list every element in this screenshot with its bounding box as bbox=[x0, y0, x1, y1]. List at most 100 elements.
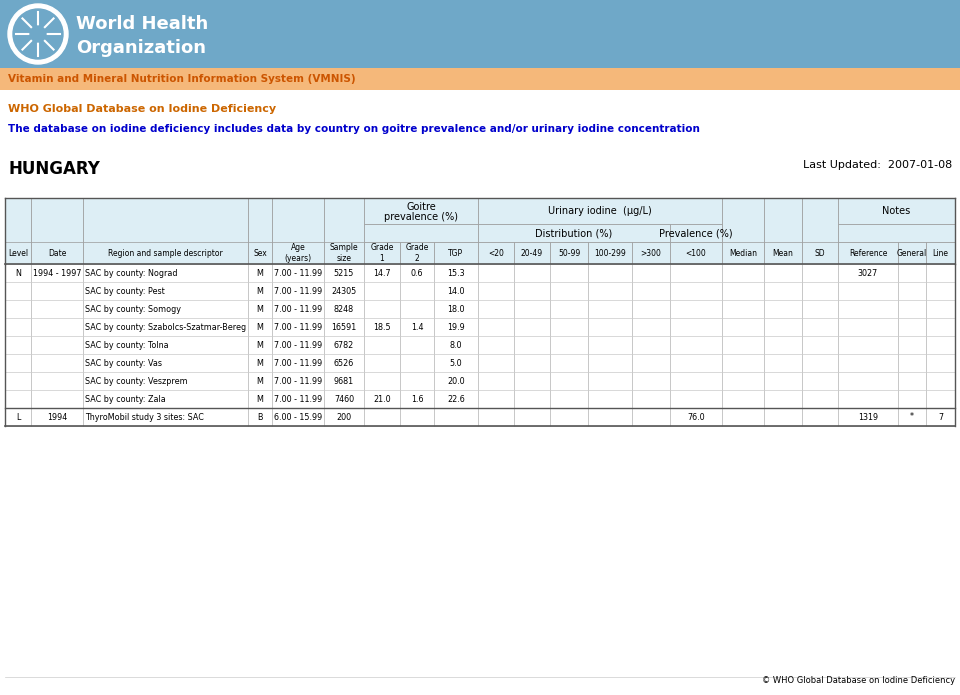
Text: HUNGARY: HUNGARY bbox=[8, 160, 100, 178]
Bar bbox=[364, 336, 400, 354]
Bar bbox=[514, 242, 550, 264]
Bar bbox=[838, 408, 898, 426]
Bar bbox=[550, 354, 588, 372]
Bar bbox=[722, 318, 764, 336]
Bar bbox=[478, 264, 514, 282]
Text: <100: <100 bbox=[685, 249, 707, 258]
Text: 7.00 - 11.99: 7.00 - 11.99 bbox=[274, 322, 323, 332]
Text: WHO Global Database on Iodine Deficiency: WHO Global Database on Iodine Deficiency bbox=[8, 104, 276, 114]
Text: SD: SD bbox=[815, 249, 826, 258]
Bar bbox=[632, 242, 670, 264]
Bar bbox=[722, 372, 764, 390]
Bar bbox=[478, 408, 514, 426]
Bar bbox=[764, 336, 802, 354]
Text: Prevalence (%): Prevalence (%) bbox=[660, 228, 732, 238]
Text: 15.3: 15.3 bbox=[447, 268, 465, 277]
Bar bbox=[670, 408, 722, 426]
Bar bbox=[838, 354, 898, 372]
Bar bbox=[364, 372, 400, 390]
Text: 200: 200 bbox=[336, 413, 351, 421]
Bar bbox=[838, 372, 898, 390]
Bar bbox=[478, 354, 514, 372]
Bar bbox=[324, 300, 364, 318]
Bar bbox=[764, 282, 802, 300]
Bar bbox=[722, 198, 764, 264]
Bar bbox=[514, 354, 550, 372]
Bar bbox=[898, 242, 926, 264]
Bar bbox=[31, 390, 83, 408]
Bar bbox=[632, 336, 670, 354]
Bar bbox=[764, 300, 802, 318]
Text: Reference: Reference bbox=[849, 249, 887, 258]
Bar bbox=[83, 242, 248, 264]
Bar bbox=[550, 318, 588, 336]
Bar bbox=[5, 336, 31, 354]
Text: prevalence (%): prevalence (%) bbox=[384, 213, 458, 222]
Bar bbox=[802, 390, 838, 408]
Bar bbox=[248, 372, 272, 390]
Bar bbox=[670, 390, 722, 408]
Bar bbox=[364, 318, 400, 336]
Bar bbox=[588, 318, 632, 336]
Bar bbox=[722, 336, 764, 354]
Bar bbox=[272, 372, 324, 390]
Bar bbox=[83, 318, 248, 336]
Bar bbox=[838, 198, 955, 224]
Bar bbox=[248, 408, 272, 426]
Bar bbox=[5, 390, 31, 408]
Bar bbox=[364, 224, 478, 242]
Bar bbox=[5, 372, 31, 390]
Bar bbox=[248, 300, 272, 318]
Text: 6.00 - 15.99: 6.00 - 15.99 bbox=[274, 413, 323, 421]
Text: SAC by county: Zala: SAC by county: Zala bbox=[85, 395, 166, 404]
Text: 7460: 7460 bbox=[334, 395, 354, 404]
Bar bbox=[248, 282, 272, 300]
Text: 100-299: 100-299 bbox=[594, 249, 626, 258]
Bar bbox=[926, 318, 955, 336]
Bar bbox=[5, 354, 955, 372]
Text: 18.0: 18.0 bbox=[447, 304, 465, 313]
Bar bbox=[400, 264, 434, 282]
Text: Last Updated:  2007-01-08: Last Updated: 2007-01-08 bbox=[803, 160, 952, 170]
Text: >300: >300 bbox=[640, 249, 661, 258]
Bar bbox=[898, 264, 926, 282]
Text: 1994: 1994 bbox=[47, 413, 67, 421]
Bar bbox=[400, 282, 434, 300]
Bar bbox=[802, 408, 838, 426]
Bar bbox=[898, 318, 926, 336]
Bar bbox=[5, 242, 31, 264]
Bar bbox=[550, 264, 588, 282]
Bar bbox=[838, 390, 898, 408]
Bar bbox=[400, 390, 434, 408]
Bar bbox=[478, 390, 514, 408]
Bar bbox=[248, 264, 272, 282]
Bar bbox=[272, 300, 324, 318]
Bar bbox=[838, 318, 898, 336]
Text: 1319: 1319 bbox=[858, 413, 878, 421]
Bar bbox=[478, 372, 514, 390]
Text: SAC by county: Tolna: SAC by county: Tolna bbox=[85, 341, 169, 350]
Text: M: M bbox=[256, 377, 263, 386]
Bar bbox=[434, 336, 478, 354]
Text: N: N bbox=[15, 268, 21, 277]
Text: SAC by county: Szabolcs-Szatmar-Bereg: SAC by county: Szabolcs-Szatmar-Bereg bbox=[85, 322, 246, 332]
Bar bbox=[434, 372, 478, 390]
Bar bbox=[588, 354, 632, 372]
Bar bbox=[364, 408, 400, 426]
Text: 6526: 6526 bbox=[334, 359, 354, 368]
Bar bbox=[400, 336, 434, 354]
Bar bbox=[926, 242, 955, 264]
Text: 5215: 5215 bbox=[334, 268, 354, 277]
Text: M: M bbox=[256, 286, 263, 295]
Bar bbox=[434, 242, 478, 264]
Bar bbox=[83, 372, 248, 390]
Bar bbox=[83, 198, 248, 264]
Text: Mean: Mean bbox=[773, 249, 793, 258]
Text: 1.6: 1.6 bbox=[411, 395, 423, 404]
Text: Goitre: Goitre bbox=[406, 202, 436, 212]
Text: Notes: Notes bbox=[882, 206, 911, 216]
Bar bbox=[550, 408, 588, 426]
Text: Organization: Organization bbox=[76, 39, 206, 57]
Bar bbox=[434, 354, 478, 372]
Bar bbox=[670, 242, 722, 264]
